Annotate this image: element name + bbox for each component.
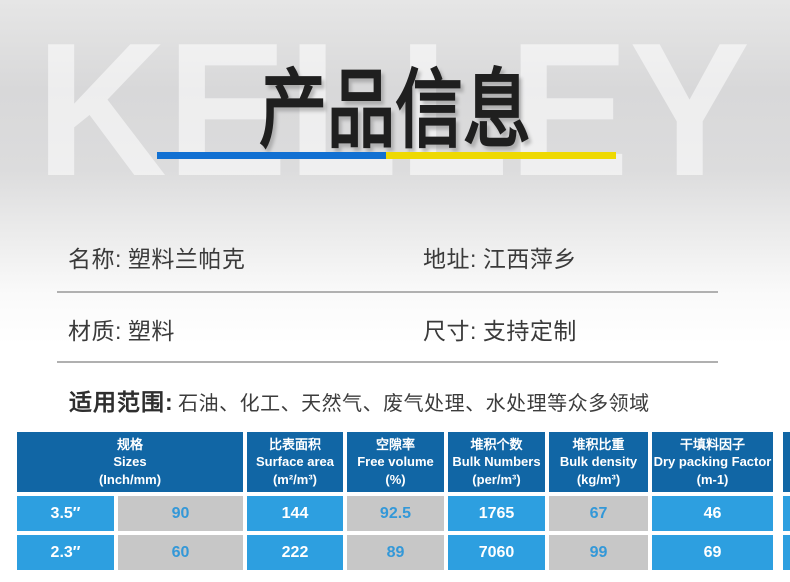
header-zh: 堆积比重 <box>572 437 625 453</box>
table-cell: 99 <box>549 535 648 570</box>
field-product-name: 名称: 塑料兰帕克 <box>68 240 245 274</box>
table-cell: 69 <box>652 535 773 570</box>
table-cell: 90 <box>118 496 243 531</box>
scope-value: 石油、化工、天然气、废气处理、水处理等众多领域 <box>178 393 650 415</box>
field-value: 支持定制 <box>482 318 577 344</box>
cropped-header-fragment <box>783 432 790 492</box>
field-label: 地址: <box>423 246 477 272</box>
header-unit: (m²/m³) <box>272 471 318 487</box>
table-header-sizes: 规格 Sizes (Inch/mm) <box>17 432 243 492</box>
header-en: Bulk density <box>559 454 638 470</box>
header-en: Sizes <box>113 454 147 470</box>
field-value: 塑料兰帕克 <box>127 246 246 272</box>
cropped-cell-fragment <box>783 535 790 570</box>
header-unit: (%) <box>385 471 406 487</box>
table-header-surface-area: 比表面积 Surface area (m²/m³) <box>247 432 343 492</box>
table-header-bulk-numbers: 堆积个数 Bulk Numbers (per/m³) <box>448 432 545 492</box>
header-zh: 空隙率 <box>375 437 415 453</box>
spec-table: 规格 Sizes (Inch/mm) 比表面积 Surface area (m²… <box>17 432 773 570</box>
header-zh: 堆积个数 <box>470 437 523 453</box>
header-unit: (kg/m³) <box>576 471 621 487</box>
table-cell: 222 <box>247 535 343 570</box>
header-unit: (per/m³) <box>472 471 521 487</box>
header-zh: 比表面积 <box>268 437 321 453</box>
accent-bar-yellow <box>386 152 616 159</box>
cropped-column-fragment <box>783 432 790 570</box>
page-title: 产品信息 <box>258 62 531 159</box>
field-address: 地址: 江西萍乡 <box>423 240 577 274</box>
header-unit: (m-1) <box>696 471 729 487</box>
header-zh: 规格 <box>116 437 143 453</box>
header-unit: (Inch/mm) <box>98 471 162 487</box>
table-cell: 144 <box>247 496 343 531</box>
cropped-cell-fragment <box>783 496 790 531</box>
accent-bar <box>157 152 616 159</box>
application-scope: 适用范围: 石油、化工、天然气、废气处理、水处理等众多领域 <box>69 383 650 417</box>
table-cell: 46 <box>652 496 773 531</box>
header-en: Surface area <box>255 454 335 470</box>
header-en: Free volume <box>357 454 434 470</box>
table-cell: 67 <box>549 496 648 531</box>
divider <box>57 361 718 363</box>
field-value: 江西萍乡 <box>482 246 577 272</box>
table-cell: 3.5″ <box>17 496 114 531</box>
field-material: 材质: 塑料 <box>68 312 175 346</box>
table-cell: 2.3″ <box>17 535 114 570</box>
table-cell: 60 <box>118 535 243 570</box>
field-label: 材质: <box>68 318 122 344</box>
table-header-dry-packing-factor: 干填料因子 Dry packing Factor (m-1) <box>652 432 773 492</box>
table-cell: 7060 <box>448 535 545 570</box>
divider <box>57 291 718 293</box>
field-size: 尺寸: 支持定制 <box>423 312 577 346</box>
accent-bar-blue <box>157 152 386 159</box>
table-cell: 89 <box>347 535 444 570</box>
field-label: 尺寸: <box>423 318 477 344</box>
table-header-bulk-density: 堆积比重 Bulk density (kg/m³) <box>549 432 648 492</box>
field-label: 名称: <box>68 246 122 272</box>
field-value: 塑料 <box>127 318 175 344</box>
table-cell: 92.5 <box>347 496 444 531</box>
scope-label: 适用范围: <box>69 389 174 415</box>
header-zh: 干填料因子 <box>679 437 745 453</box>
table-header-free-volume: 空隙率 Free volume (%) <box>347 432 444 492</box>
header-en: Bulk Numbers <box>452 454 541 470</box>
table-cell: 1765 <box>448 496 545 531</box>
header-en: Dry packing Factor <box>653 454 772 470</box>
